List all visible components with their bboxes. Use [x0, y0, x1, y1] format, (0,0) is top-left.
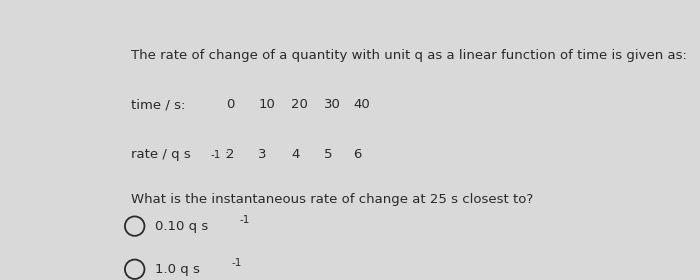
Text: 5: 5 [323, 148, 332, 161]
Text: -1: -1 [231, 258, 241, 268]
Text: 1.0 q s: 1.0 q s [155, 263, 200, 276]
Text: 20: 20 [291, 98, 308, 111]
Text: What is the instantaneous rate of change at 25 s closest to?: What is the instantaneous rate of change… [131, 193, 533, 206]
Text: -1: -1 [239, 215, 250, 225]
Text: time / s:: time / s: [131, 98, 186, 111]
Text: 40: 40 [354, 98, 370, 111]
Text: The rate of change of a quantity with unit q as a linear function of time is giv: The rate of change of a quantity with un… [131, 49, 687, 62]
Text: -1: -1 [211, 150, 221, 160]
Text: 0.10 q s: 0.10 q s [155, 220, 209, 233]
Text: 10: 10 [258, 98, 275, 111]
Text: 6: 6 [354, 148, 362, 161]
Text: 0: 0 [226, 98, 234, 111]
Text: 3: 3 [258, 148, 267, 161]
Text: :: : [224, 148, 229, 161]
Text: 2: 2 [226, 148, 234, 161]
Text: rate / q s: rate / q s [131, 148, 190, 161]
Text: 30: 30 [323, 98, 340, 111]
Text: 4: 4 [291, 148, 300, 161]
